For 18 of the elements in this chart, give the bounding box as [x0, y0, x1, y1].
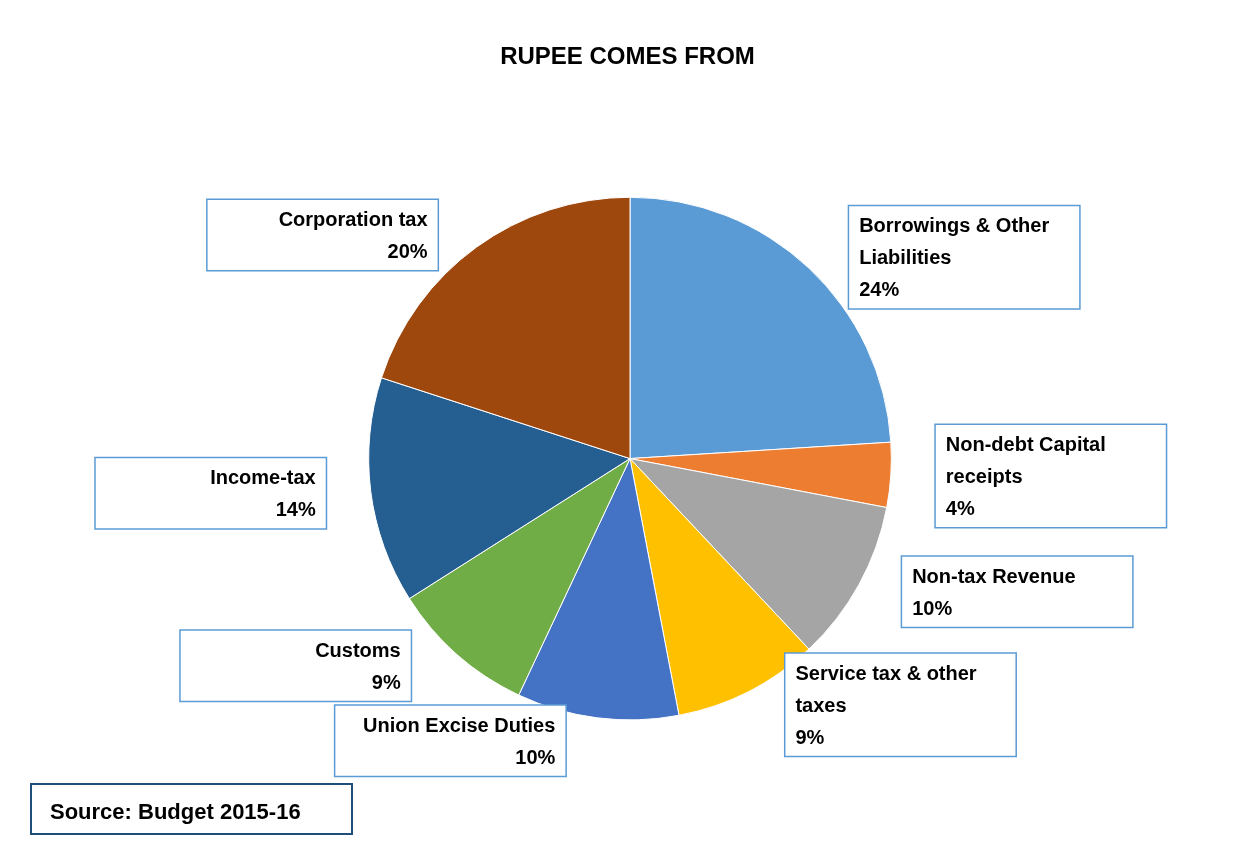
slice-label: Non-tax Revenue [912, 564, 1076, 587]
data-label: 9% [371, 670, 401, 693]
data-label: 10% [912, 596, 953, 619]
slice-label: Service tax & other taxes [795, 661, 983, 716]
data-label: 9% [795, 725, 825, 748]
slice-label: Borrowings & Other Liabilities [859, 214, 1055, 269]
data-label: 4% [945, 496, 975, 519]
slice-label: Non-debt Capital receipts [945, 432, 1112, 487]
slice-label: Corporation tax [278, 208, 428, 231]
data-label: 20% [387, 240, 428, 263]
slice-label: Union Excise Duties [363, 713, 556, 736]
data-label: 14% [275, 498, 316, 521]
chart-title: RUPEE COMES FROM [500, 41, 755, 69]
data-label: 10% [515, 745, 556, 768]
slice-label: Income-tax [210, 466, 316, 489]
slice-label: Customs [315, 638, 401, 661]
source-note: Source: Budget 2015-16 [30, 783, 353, 835]
data-label: 24% [859, 278, 900, 301]
